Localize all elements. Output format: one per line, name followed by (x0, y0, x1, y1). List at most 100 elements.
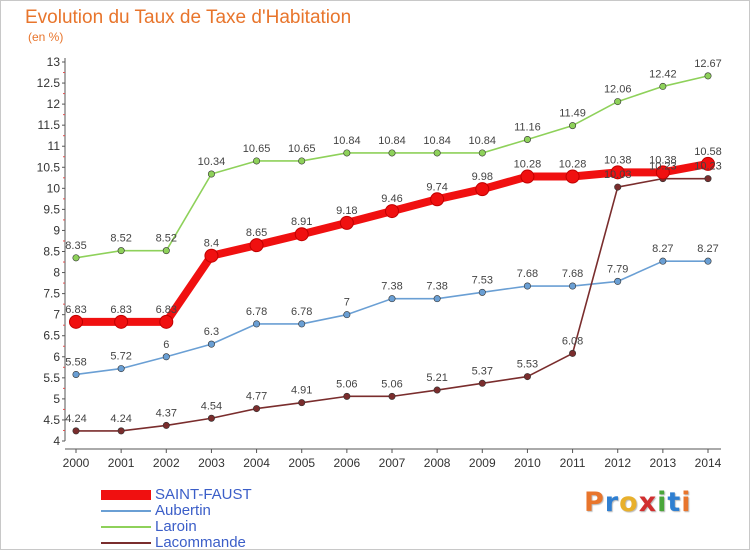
data-label: 5.53 (517, 359, 538, 371)
data-label: 6.08 (562, 335, 583, 347)
data-point (72, 370, 80, 378)
data-label: 5.37 (472, 365, 493, 377)
data-point (204, 248, 219, 263)
data-label: 12.42 (649, 68, 677, 80)
data-point (117, 247, 125, 255)
data-label: 8.91 (291, 216, 312, 228)
data-label: 10.84 (469, 135, 497, 147)
data-point (433, 386, 441, 394)
data-point (610, 165, 625, 180)
x-tick-label: 2002 (153, 456, 180, 470)
data-label: 8.52 (156, 233, 177, 245)
logo-letter: P (584, 487, 605, 518)
legend-swatch (101, 542, 151, 544)
data-point (343, 149, 351, 157)
x-tick-label: 2010 (514, 456, 541, 470)
data-label: 10.65 (243, 143, 271, 155)
y-tick-label: 13 (47, 55, 61, 69)
data-point (207, 170, 215, 178)
y-tick-label: 11.5 (38, 118, 61, 132)
legend-label: Aubertin (155, 502, 211, 519)
data-label: 7.68 (562, 268, 583, 280)
data-label: 4.91 (291, 385, 312, 397)
y-tick-label: 8.5 (43, 245, 60, 259)
y-tick-label: 8 (53, 266, 60, 280)
y-tick-label: 12.5 (37, 76, 61, 90)
data-label: 10.03 (604, 169, 632, 181)
x-tick-label: 2014 (695, 456, 722, 470)
data-point (523, 135, 531, 143)
data-label: 10.28 (559, 159, 587, 171)
legend-label: Laroin (155, 518, 197, 535)
data-label: 6.83 (156, 304, 177, 316)
y-tick-label: 5 (53, 392, 60, 406)
data-label: 5.21 (426, 372, 447, 384)
x-tick-label: 2011 (560, 456, 586, 470)
data-label: 7.68 (517, 268, 538, 280)
data-point (701, 156, 715, 171)
data-label: 8.27 (697, 243, 718, 255)
data-label: 8.52 (110, 233, 131, 245)
data-label: 8.35 (65, 240, 86, 252)
x-tick-label: 2012 (604, 456, 631, 470)
data-point (523, 282, 531, 290)
data-point (162, 353, 170, 361)
legend-label: Lacommande (155, 534, 246, 551)
data-point (614, 183, 622, 191)
data-point (385, 204, 399, 219)
data-label: 4.24 (65, 413, 86, 425)
data-point (614, 98, 622, 106)
logo-letter: i (681, 487, 692, 518)
data-label: 4.37 (156, 407, 177, 419)
legend-item: SAINT-FAUST (101, 487, 361, 503)
data-point (343, 392, 351, 400)
data-point (659, 82, 667, 90)
data-point (298, 157, 306, 165)
data-point (478, 379, 486, 387)
data-point (569, 349, 577, 357)
data-point (478, 149, 486, 157)
data-label: 12.06 (604, 84, 632, 96)
data-point (655, 165, 670, 180)
logo-letter: i (657, 487, 668, 518)
data-label: 8.65 (246, 227, 267, 239)
chart-unit-label: (en %) (28, 30, 64, 44)
data-label: 10.23 (649, 161, 677, 173)
y-tick-label: 11 (48, 139, 61, 153)
legend-item: Laroin (101, 519, 361, 535)
data-label: 10.84 (333, 135, 361, 147)
y-tick-label: 9 (53, 223, 60, 237)
y-tick-label: 6.5 (43, 329, 60, 343)
data-label: 6.83 (110, 304, 131, 316)
data-point (520, 169, 535, 184)
data-label: 7.38 (381, 281, 402, 293)
data-label: 7.53 (472, 274, 493, 286)
data-label: 7.79 (607, 263, 628, 275)
data-point (159, 314, 174, 329)
data-point (339, 215, 354, 230)
data-point (298, 320, 306, 328)
data-point (343, 311, 351, 319)
data-label: 9.46 (381, 193, 402, 205)
data-point (207, 340, 215, 348)
x-tick-label: 2001 (108, 456, 135, 470)
x-tick-label: 2013 (650, 456, 677, 470)
y-tick-label: 4.5 (43, 413, 60, 427)
data-point (704, 175, 712, 183)
data-label: 8.27 (652, 243, 673, 255)
data-point (569, 122, 577, 130)
data-point (294, 227, 309, 242)
data-point (249, 238, 264, 253)
legend-swatch (101, 490, 151, 500)
data-point (72, 254, 80, 262)
legend-swatch (101, 526, 151, 528)
x-tick-label: 2004 (243, 456, 270, 470)
data-label: 10.58 (694, 146, 722, 158)
data-point (475, 182, 490, 197)
data-point (114, 314, 129, 329)
data-point (72, 427, 80, 435)
chart-title: Evolution du Taux de Taxe d'Habitation (25, 7, 352, 28)
data-point (614, 277, 622, 285)
data-label: 10.23 (694, 161, 722, 173)
